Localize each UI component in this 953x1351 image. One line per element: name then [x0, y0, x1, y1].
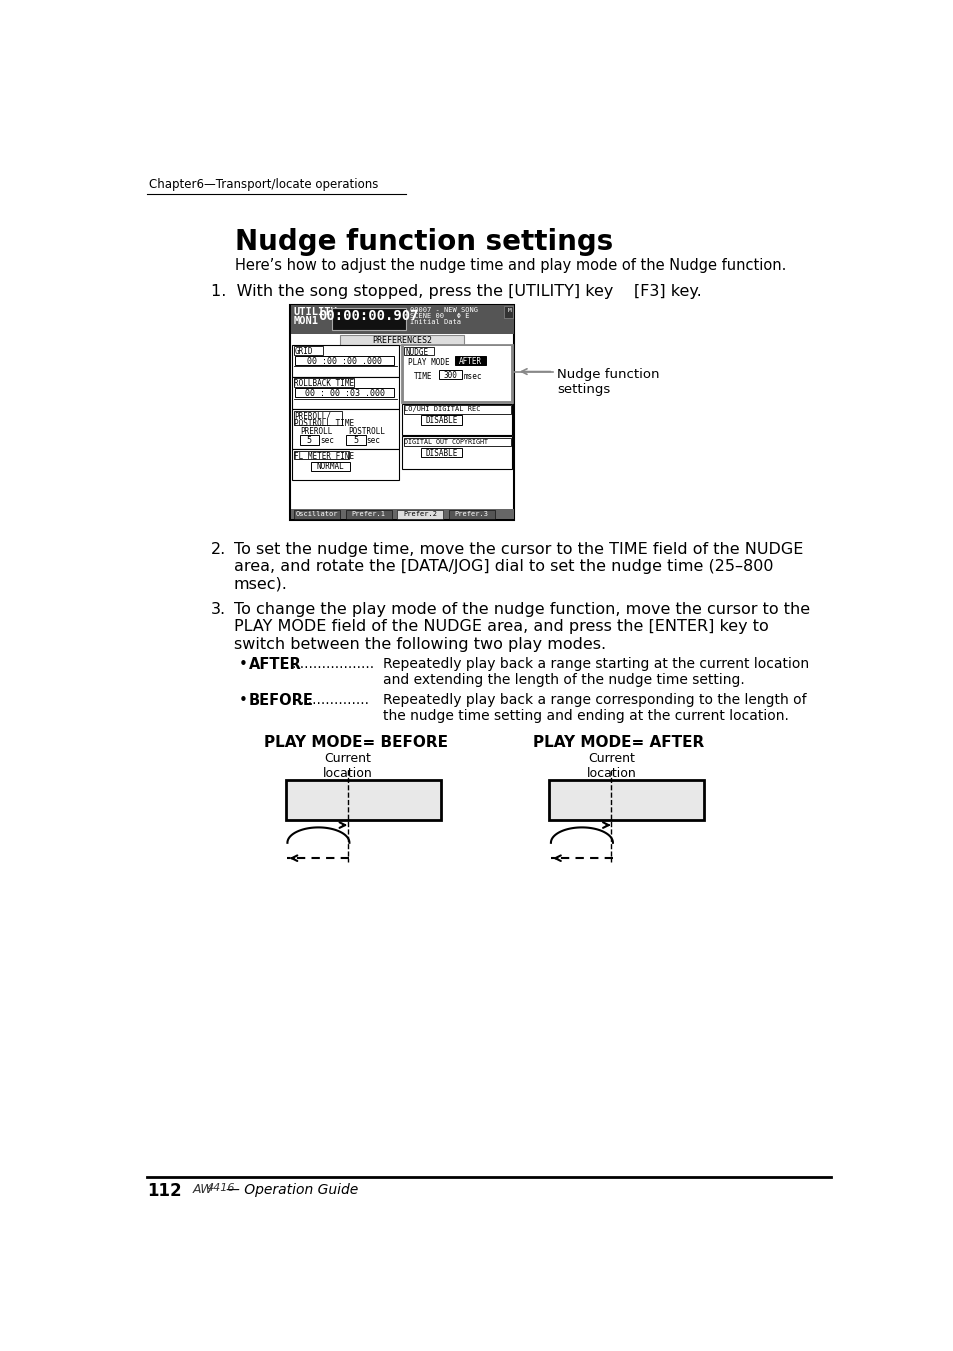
Bar	[402, 404, 512, 435]
Text: 2.: 2.	[211, 542, 226, 557]
Text: Repeatedly play back a range starting at the current location
and extending the : Repeatedly play back a range starting at…	[382, 657, 808, 688]
Text: SCENE 00   Φ E: SCENE 00 Φ E	[410, 313, 469, 319]
Text: POSTROLL TIME: POSTROLL TIME	[294, 419, 355, 427]
Bar	[291, 305, 513, 334]
Text: PREROLL/: PREROLL/	[294, 412, 331, 420]
Bar	[403, 438, 510, 446]
Bar	[448, 511, 495, 519]
Text: DIGITAL OUT COPYRIGHT: DIGITAL OUT COPYRIGHT	[404, 439, 488, 444]
Text: •: •	[239, 693, 253, 708]
Text: UTILITY: UTILITY	[294, 307, 337, 317]
Text: ...................: ...................	[291, 657, 374, 671]
Bar	[396, 511, 443, 519]
Bar	[402, 436, 512, 469]
Text: Current
location: Current location	[586, 753, 636, 780]
Bar	[421, 416, 461, 424]
Bar	[294, 451, 349, 459]
Text: To set the nudge time, move the cursor to the TIME field of the NUDGE
area, and : To set the nudge time, move the cursor t…	[233, 542, 802, 592]
Text: AW: AW	[193, 1183, 213, 1196]
Bar	[294, 378, 354, 386]
Text: Initial Data: Initial Data	[410, 319, 460, 326]
Bar	[455, 357, 485, 365]
Text: ................: ................	[298, 693, 369, 707]
Text: Prefer.3: Prefer.3	[455, 511, 488, 517]
Bar	[290, 304, 514, 520]
Bar	[346, 435, 365, 444]
Text: LO/UHI DIGITAL REC: LO/UHI DIGITAL REC	[404, 407, 480, 412]
Text: Here’s how to adjust the nudge time and play mode of the Nudge function.: Here’s how to adjust the nudge time and …	[235, 258, 786, 273]
Text: Nudge function
settings: Nudge function settings	[557, 367, 659, 396]
Bar	[549, 780, 703, 820]
Bar	[311, 462, 350, 471]
Bar	[294, 389, 394, 397]
Text: Chapter6—Transport/locate operations: Chapter6—Transport/locate operations	[149, 178, 377, 192]
Text: FL METER FINE: FL METER FINE	[294, 451, 355, 461]
Text: 1.  With the song stopped, press the [UTILITY] key    [F3] key.: 1. With the song stopped, press the [UTI…	[211, 284, 700, 299]
Bar	[438, 370, 461, 380]
Bar	[402, 345, 512, 403]
Text: TIME: TIME	[414, 372, 432, 381]
Text: Prefer.2: Prefer.2	[402, 511, 436, 517]
Bar	[340, 335, 464, 345]
Text: AFTER: AFTER	[249, 657, 301, 673]
Text: 300: 300	[443, 370, 456, 380]
Text: MON1: MON1	[294, 316, 318, 326]
Bar	[292, 450, 398, 480]
Text: 5: 5	[353, 436, 357, 446]
Text: POSTROLL: POSTROLL	[348, 427, 384, 436]
Text: BEFORE: BEFORE	[249, 693, 314, 708]
Bar	[294, 357, 394, 365]
Text: PLAY MODE= AFTER: PLAY MODE= AFTER	[533, 735, 704, 750]
Text: — Operation Guide: — Operation Guide	[226, 1183, 358, 1197]
Bar	[299, 435, 319, 444]
Text: ROLLBACK TIME: ROLLBACK TIME	[294, 380, 355, 388]
Bar	[404, 347, 434, 355]
Text: NUDGE: NUDGE	[405, 347, 428, 357]
Text: 5: 5	[306, 436, 312, 446]
Text: 3.: 3.	[211, 601, 226, 617]
Text: 00 :00 :00 .000: 00 :00 :00 .000	[307, 357, 382, 366]
Bar	[294, 511, 340, 519]
Bar	[332, 308, 406, 330]
Text: DISABLE: DISABLE	[425, 449, 457, 458]
Bar	[291, 509, 513, 519]
Text: PLAY MODE= BEFORE: PLAY MODE= BEFORE	[263, 735, 447, 750]
Text: Nudge function settings: Nudge function settings	[235, 227, 613, 255]
Bar	[292, 377, 398, 409]
Text: Current
location: Current location	[323, 753, 373, 780]
Text: GRID: GRID	[294, 347, 313, 355]
Bar	[286, 780, 440, 820]
Text: PREROLL: PREROLL	[299, 427, 332, 436]
Bar	[294, 346, 323, 354]
Text: DISABLE: DISABLE	[425, 416, 457, 426]
Bar	[421, 447, 461, 457]
Bar	[503, 307, 513, 317]
Text: Prefer.1: Prefer.1	[352, 511, 385, 517]
Text: sec: sec	[319, 436, 334, 446]
Bar	[345, 511, 392, 519]
Text: AFTER: AFTER	[458, 357, 481, 366]
Text: M: M	[507, 308, 511, 312]
Text: To change the play mode of the nudge function, move the cursor to the
PLAY MODE : To change the play mode of the nudge fun…	[233, 601, 809, 651]
Text: 00:00:00.907: 00:00:00.907	[318, 309, 418, 323]
Text: PREFERENCES2: PREFERENCES2	[372, 336, 432, 345]
Text: sec: sec	[366, 436, 380, 446]
Text: PLAY MODE: PLAY MODE	[408, 358, 450, 366]
Text: 00 : 00 :03 .000: 00 : 00 :03 .000	[304, 389, 384, 399]
Bar	[292, 345, 398, 377]
Bar	[403, 405, 510, 413]
Text: •: •	[239, 657, 253, 673]
Text: NORMAL: NORMAL	[316, 462, 344, 471]
Text: Repeatedly play back a range corresponding to the length of
the nudge time setti: Repeatedly play back a range correspondi…	[382, 693, 805, 723]
Bar	[292, 409, 398, 450]
Bar	[294, 411, 341, 426]
Text: msec: msec	[464, 372, 482, 381]
Text: 00007 - NEW SONG: 00007 - NEW SONG	[410, 307, 477, 313]
Text: 112: 112	[147, 1182, 182, 1201]
Text: 4416: 4416	[207, 1183, 235, 1193]
Text: Oscillator: Oscillator	[295, 511, 337, 517]
Bar	[403, 346, 510, 401]
